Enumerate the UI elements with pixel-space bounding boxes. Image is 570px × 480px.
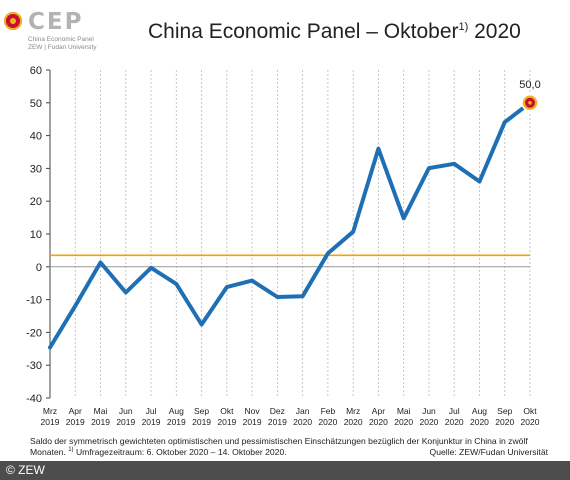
cep-logo-mark-icon — [4, 12, 22, 30]
x-tick-label-month: Mrz — [346, 406, 360, 416]
x-tick-label-year: 2019 — [41, 417, 60, 427]
x-tick-label-month: Mrz — [43, 406, 57, 416]
x-tick-label-year: 2019 — [243, 417, 262, 427]
x-tick-label-month: Sep — [194, 406, 209, 416]
x-tick-label-month: Jul — [146, 406, 157, 416]
x-tick-label-year: 2020 — [445, 417, 464, 427]
footnote-mark: 1) — [68, 447, 74, 454]
x-tick-label-year: 2020 — [293, 417, 312, 427]
y-tick-label: 60 — [30, 65, 42, 77]
x-tick-label-month: Nov — [245, 406, 261, 416]
copyright-bar: © ZEW — [0, 461, 570, 480]
cep-logo-line2: ZEW | Fudan University — [28, 44, 97, 51]
x-tick-label-year: 2019 — [66, 417, 85, 427]
footnote-line2-b: Umfragezeitraum: 6. Oktober 2020 – 14. O… — [73, 447, 287, 457]
x-tick-label-month: Jul — [449, 406, 460, 416]
x-tick-label-year: 2019 — [142, 417, 161, 427]
x-tick-label-year: 2019 — [217, 417, 236, 427]
chart-title-main: China Economic Panel – Oktober — [148, 20, 459, 43]
x-tick-label-month: Okt — [523, 406, 537, 416]
x-tick-label-year: 2019 — [192, 417, 211, 427]
y-tick-label: -30 — [26, 360, 42, 372]
x-tick-label-year: 2020 — [495, 417, 514, 427]
last-value-label: 50,0 — [519, 79, 540, 91]
x-tick-label-year: 2019 — [116, 417, 135, 427]
last-value-marker-center — [528, 101, 532, 105]
x-tick-label-month: Mai — [397, 406, 411, 416]
footnote-line2-a: Monaten. — [30, 447, 69, 457]
x-tick-label-year: 2020 — [369, 417, 388, 427]
chart-title-footnote-mark: 1) — [458, 21, 469, 33]
x-tick-label-month: Apr — [372, 406, 385, 416]
chart-title: China Economic Panel – Oktober1) 2020 — [148, 20, 521, 44]
x-tick-label-year: 2020 — [470, 417, 489, 427]
x-tick-label-year: 2020 — [521, 417, 540, 427]
x-tick-label-year: 2020 — [419, 417, 438, 427]
y-tick-label: -20 — [26, 327, 42, 339]
x-tick-label-year: 2019 — [268, 417, 287, 427]
source-note: Quelle: ZEW/Fudan Universität — [429, 447, 548, 457]
x-tick-label-month: Jan — [296, 406, 310, 416]
footnote-line1: Saldo der symmetrisch gewichteten optimi… — [30, 436, 528, 446]
x-tick-label-year: 2019 — [167, 417, 186, 427]
cep-logo-line1: China Economic Panel — [28, 36, 94, 43]
x-tick-label-month: Okt — [220, 406, 234, 416]
x-tick-label-year: 2019 — [91, 417, 110, 427]
x-tick-label-month: Feb — [321, 406, 336, 416]
line-chart: 6050403020100-10-20-30-40Mrz2019Apr2019M… — [26, 65, 541, 427]
x-tick-label-month: Apr — [69, 406, 82, 416]
series-line — [48, 100, 532, 350]
y-tick-label: 10 — [30, 229, 42, 241]
x-tick-label-month: Jun — [422, 406, 436, 416]
y-tick-label: -10 — [26, 295, 42, 307]
y-tick-label: 30 — [30, 163, 42, 175]
x-tick-label-month: Sep — [497, 406, 512, 416]
y-tick-label: -40 — [26, 393, 42, 405]
y-tick-label: 50 — [30, 98, 42, 110]
cep-logo-wordmark: CEP — [28, 9, 84, 35]
x-tick-label-month: Aug — [169, 406, 184, 416]
x-tick-label-year: 2020 — [394, 417, 413, 427]
y-tick-label: 20 — [30, 196, 42, 208]
x-tick-label-month: Aug — [472, 406, 487, 416]
y-tick-label: 0 — [36, 262, 42, 274]
x-tick-label-month: Mai — [94, 406, 108, 416]
x-tick-label-month: Dez — [270, 406, 285, 416]
chart-title-year: 2020 — [468, 20, 521, 43]
x-tick-label-year: 2020 — [344, 417, 363, 427]
x-tick-label-month: Jun — [119, 406, 133, 416]
y-tick-label: 40 — [30, 131, 42, 143]
chart-footnote: Saldo der symmetrisch gewichteten optimi… — [30, 436, 550, 458]
cep-logo: CEP China Economic Panel ZEW | Fudan Uni… — [4, 8, 124, 52]
copyright-text: © ZEW — [6, 463, 45, 477]
x-tick-label-year: 2020 — [318, 417, 337, 427]
